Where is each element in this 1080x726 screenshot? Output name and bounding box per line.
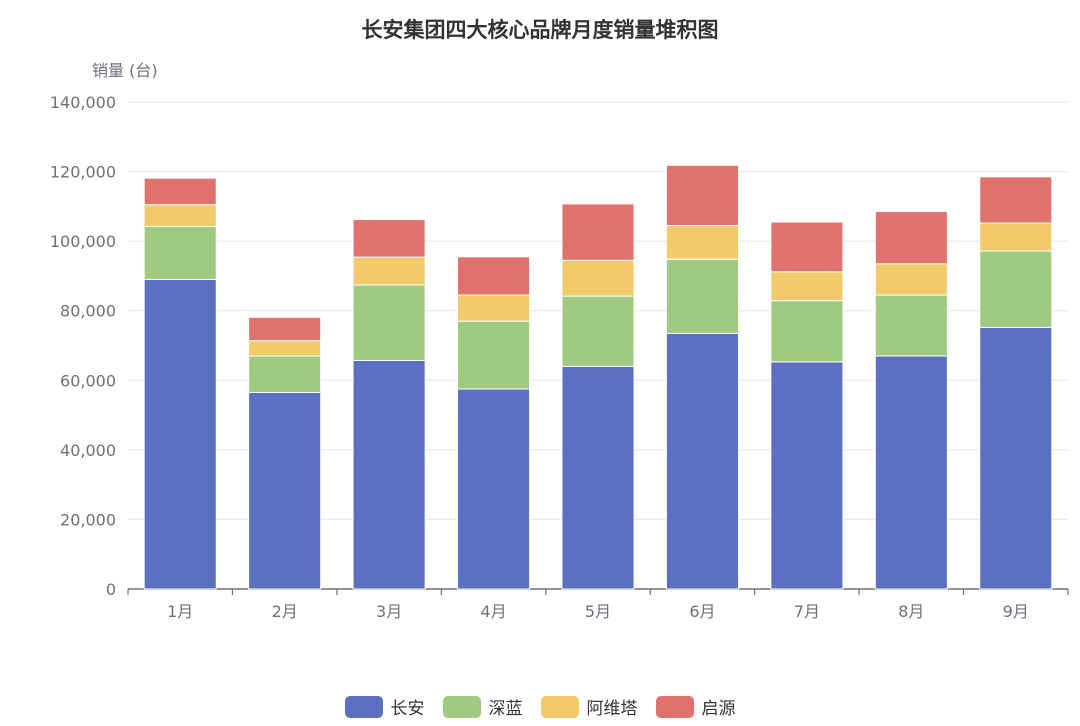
legend-item[interactable]: 启源	[655, 694, 736, 719]
legend-swatch	[540, 695, 579, 718]
bar-segment	[457, 320, 531, 390]
bar-segment	[352, 219, 426, 258]
x-tick-label: 1月	[167, 602, 193, 621]
y-tick-label: 80,000	[60, 302, 116, 321]
x-tick-label: 9月	[1003, 602, 1029, 621]
bar-segment	[665, 332, 739, 590]
bar-segment	[248, 340, 322, 357]
bar-segment	[770, 300, 844, 363]
y-tick-label: 120,000	[50, 163, 116, 182]
bar-segment	[248, 316, 322, 342]
stacked-bar-chart: 0 20,000 40,000 60,000 80,000 100,000 120,000 1…	[50, 61, 1069, 621]
chart-title: 长安集团四大核心品牌月度销量堆积图	[361, 18, 719, 42]
legend-label: 长安	[390, 699, 425, 719]
x-tick-label: 7月	[794, 602, 820, 621]
legend-label: 深蓝	[488, 699, 523, 719]
legend-label: 阿维塔	[586, 699, 638, 719]
bar-segment	[561, 365, 635, 590]
bar-segment	[770, 361, 844, 590]
bar-segment	[561, 295, 635, 367]
legend-swatch	[344, 695, 383, 718]
legend-item[interactable]: 深蓝	[442, 694, 523, 719]
x-tick-label: 6月	[689, 602, 715, 621]
y-tick-label: 0	[106, 580, 116, 599]
bar-segment	[979, 250, 1053, 328]
x-tick-label: 8月	[898, 602, 924, 621]
legend: 长安 深蓝 阿维塔 启源	[0, 694, 1080, 719]
x-tick-label: 4月	[480, 602, 506, 621]
x-tick-label: 2月	[272, 602, 298, 621]
bar-segment	[874, 355, 948, 590]
y-tick-label: 60,000	[60, 371, 116, 390]
bar-segment	[352, 256, 426, 286]
legend-swatch	[655, 695, 694, 718]
bar-segment	[143, 278, 217, 590]
bar-segment	[874, 211, 948, 265]
legend-swatch	[442, 695, 481, 718]
bar-segment	[874, 294, 948, 357]
y-tick-label: 140,000	[50, 93, 116, 112]
bar-segment	[248, 391, 322, 590]
bar-segment	[979, 326, 1053, 590]
bar-segment	[561, 203, 635, 261]
bar-segment	[143, 204, 217, 228]
x-tick-label: 5月	[585, 602, 611, 621]
y-tick-label: 100,000	[50, 232, 116, 251]
bar-segment	[457, 256, 531, 296]
bar-segment	[770, 271, 844, 302]
legend-item[interactable]: 阿维塔	[540, 694, 638, 719]
bar-segment	[143, 177, 217, 206]
x-tick-label: 3月	[376, 602, 402, 621]
bar-segment	[979, 176, 1053, 224]
bar-segment	[665, 164, 739, 226]
bar-segment	[143, 226, 217, 280]
bar-segment	[457, 388, 531, 590]
bar-segment	[457, 294, 531, 322]
legend-label: 启源	[701, 699, 736, 719]
bar-segment	[352, 359, 426, 590]
bar-segment	[561, 259, 635, 297]
y-tick-label: 20,000	[60, 510, 116, 529]
bar-segment	[770, 221, 844, 273]
legend-item[interactable]: 长安	[344, 694, 425, 719]
bar-segment	[874, 263, 948, 296]
bar-segment	[248, 355, 322, 393]
y-axis-label: 销量 (台)	[92, 61, 158, 80]
bar-segment	[665, 224, 739, 260]
bar-segment	[352, 284, 426, 361]
bar-segment	[979, 222, 1053, 252]
y-tick-label: 40,000	[60, 441, 116, 460]
bar-segment	[665, 258, 739, 334]
